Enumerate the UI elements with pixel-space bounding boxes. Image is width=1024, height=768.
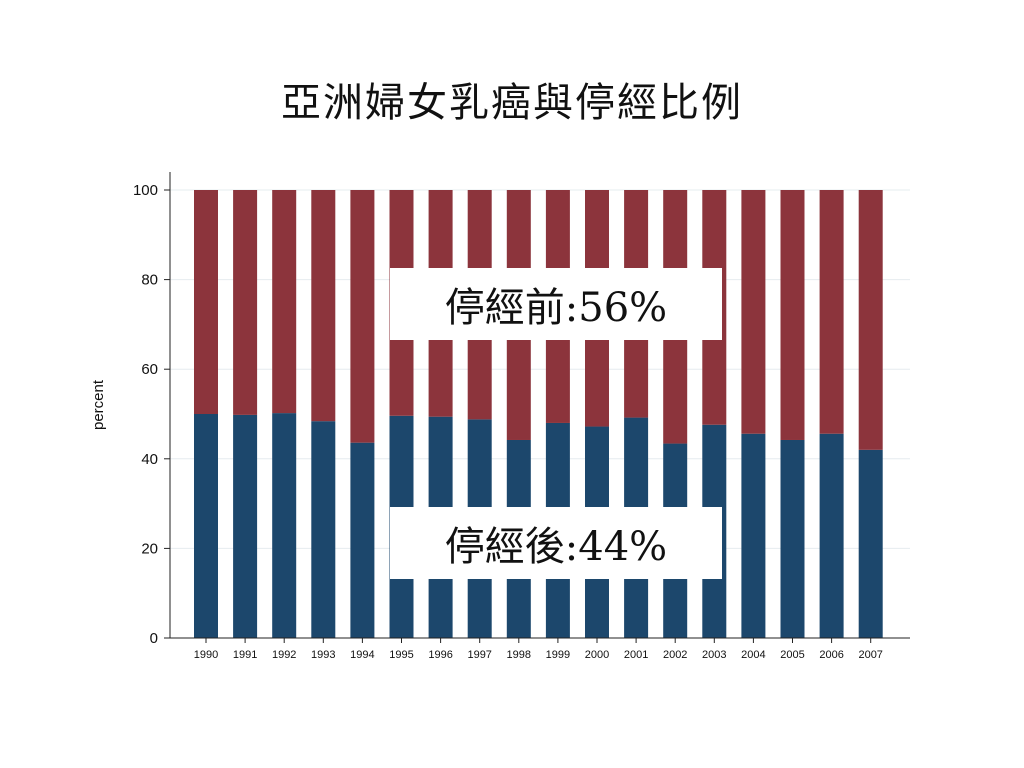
x-tick-label: 1993 xyxy=(311,649,335,661)
x-tick-label: 1998 xyxy=(507,649,531,661)
bar-1993-s0 xyxy=(311,421,336,638)
bar-1991-s1 xyxy=(233,190,258,415)
x-tick-label: 1996 xyxy=(428,649,452,661)
bar-2005-s1 xyxy=(780,190,805,440)
bar-1990-s0 xyxy=(194,414,218,638)
x-tick-label: 1995 xyxy=(389,649,413,661)
y-tick-label: 60 xyxy=(141,361,158,378)
x-tick-label: 1999 xyxy=(546,649,570,661)
callout-postmenopausal: 停經後:44% xyxy=(390,507,722,579)
x-tick-label: 2005 xyxy=(780,649,804,661)
x-tick-label: 1991 xyxy=(233,649,257,661)
x-tick-label: 2003 xyxy=(702,649,726,661)
bar-1992-s1 xyxy=(272,190,297,414)
y-tick-label: 20 xyxy=(141,540,158,557)
bar-1993-s1 xyxy=(311,190,336,422)
bar-1990-s1 xyxy=(194,190,218,414)
x-tick-label: 1992 xyxy=(272,649,296,661)
x-tick-label: 2001 xyxy=(624,649,648,661)
slide-title: 亞洲婦女乳癌與停經比例 xyxy=(281,80,743,126)
bar-2005-s0 xyxy=(780,439,805,638)
x-tick-label: 2007 xyxy=(858,649,882,661)
y-tick-labels: 0 20 40 60 80 100 xyxy=(133,182,170,647)
x-tick-label: 2004 xyxy=(741,649,765,661)
bar-1992-s0 xyxy=(272,413,297,638)
bar-1994-s0 xyxy=(350,442,375,638)
y-axis-label: percent xyxy=(90,379,107,430)
bar-2006-s1 xyxy=(819,190,844,434)
x-tick-label: 1994 xyxy=(350,649,374,661)
x-tick-labels: 1990 1991 1992 1993 1994 1995 1996 1997 1998 1999… xyxy=(194,638,883,661)
callout-premenopausal: 停經前:56% xyxy=(390,268,722,340)
x-tick-label: 2006 xyxy=(819,649,843,661)
y-tick-label: 0 xyxy=(150,630,158,647)
x-tick-label: 1997 xyxy=(467,649,491,661)
y-tick-label: 40 xyxy=(141,451,158,468)
x-tick-label: 1990 xyxy=(194,649,218,661)
axes xyxy=(169,172,910,639)
bar-2004-s0 xyxy=(741,433,766,638)
bar-2004-s1 xyxy=(741,190,766,434)
bar-2007-s1 xyxy=(858,190,883,450)
y-tick-label: 80 xyxy=(141,272,158,289)
x-tick-label: 2002 xyxy=(663,649,687,661)
bar-2006-s0 xyxy=(819,433,844,638)
bar-1994-s1 xyxy=(350,190,375,443)
bar-2007-s0 xyxy=(858,449,883,638)
bar-1991-s0 xyxy=(233,414,258,638)
x-tick-label: 2000 xyxy=(585,649,609,661)
y-tick-label: 100 xyxy=(133,182,158,199)
